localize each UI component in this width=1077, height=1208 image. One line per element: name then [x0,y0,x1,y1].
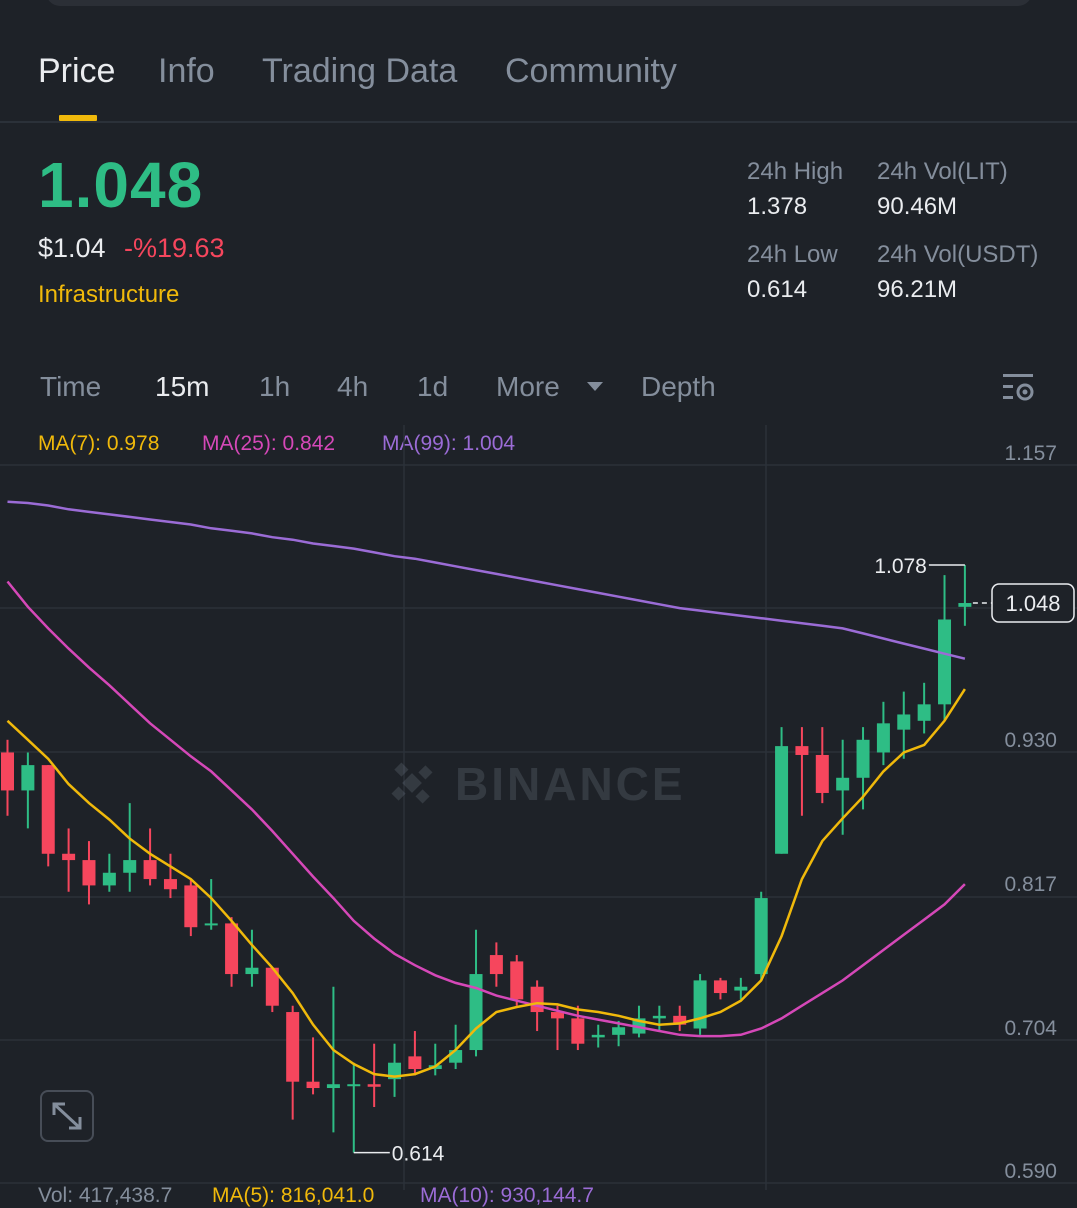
candle-body [367,1084,381,1087]
y-tick-label: 1.157 [1004,442,1057,465]
candle-body [571,1018,585,1044]
candle-body [163,879,177,890]
candle-body [673,1015,687,1025]
interval-1d[interactable]: 1d [417,371,449,402]
interval-time[interactable]: Time [40,371,102,402]
y-tick-label: 0.590 [1004,1160,1057,1183]
min-marker-label: 0.614 [392,1143,445,1166]
candle-body [62,853,76,861]
active-tab-indicator [59,115,97,121]
usd-price: $1.04 [38,233,106,263]
candle-body [347,1084,361,1087]
candle-body [82,860,96,886]
candle-body [143,860,157,880]
candle-body [754,898,768,975]
interval-4h[interactable]: 4h [337,371,369,402]
ma7-line [6,688,966,1078]
ma7-legend: MA(7): 0.978 [38,432,160,455]
candle-body [856,739,870,778]
candle-body [530,986,544,1013]
last-price-box [991,583,1075,623]
ma25-line [6,580,966,1038]
candle-body [408,1056,422,1070]
candlestick-chart[interactable]: BINANCE 0.614 1.078 1.048 [0,425,1077,1190]
top-handle-bar [46,0,1032,6]
candle-body [815,754,829,793]
candle-body [550,1012,564,1019]
tab-community[interactable]: Community [505,52,677,90]
ma25-legend: MA(25): 0.842 [202,432,336,455]
candle-body [489,955,503,975]
stat-low-label: 24h Low [747,241,838,268]
candle-body [775,746,789,854]
y-tick-label: 0.704 [1004,1017,1057,1040]
candle-body [693,980,707,1029]
candle-body [938,619,952,705]
candle-body [958,603,972,607]
candle-body [21,765,35,791]
stat-vol-base-value: 90.46M [877,193,958,220]
expand-button[interactable] [40,1090,94,1142]
watermark-text: BINANCE [455,758,686,810]
caret-down-icon[interactable] [587,382,603,391]
price-change-percent: -%19.63 [124,233,225,263]
interval-depth[interactable]: Depth [641,371,716,402]
candle-body [591,1034,605,1038]
volume-ma10: MA(10): 930,144.7 [420,1184,594,1207]
candle-body [510,961,524,1000]
ma99-line [7,500,966,660]
chart-grid [0,425,1077,1190]
candle-body [836,777,850,791]
candle-body [41,765,55,854]
tab-price[interactable]: Price [38,52,116,90]
stat-vol-quote-value: 96.21M [877,276,958,303]
stat-high-value: 1.378 [747,193,808,220]
tabs-divider [0,121,1077,123]
y-tick-label: 0.817 [1004,873,1057,896]
y-tick-label: 0.930 [1004,729,1057,752]
chart-settings-icon[interactable] [1000,372,1038,404]
candle-body [897,714,911,730]
last-price: 1.048 [38,149,204,221]
stat-high-label: 24h High [747,158,844,185]
candle-body [286,1012,300,1082]
candle-body [204,923,218,926]
candle-body [449,1050,463,1063]
candle-body [306,1081,320,1089]
candle-body [469,974,483,1051]
ma99-legend: MA(99): 1.004 [382,432,516,455]
candle-body [123,860,137,873]
interval-1h[interactable]: 1h [259,371,291,402]
candle-body [876,723,890,753]
stat-vol-quote-label: 24h Vol(USDT) [877,241,1039,268]
stat-vol-base-label: 24h Vol(LIT) [877,158,1008,185]
candle-body [612,1027,626,1035]
candle-body [795,746,809,755]
interval-15m[interactable]: 15m [155,371,210,402]
candle-body [184,885,198,928]
last-price-box-label: 1.048 [1005,591,1060,616]
candle-body [1,752,14,791]
candle-body [225,923,239,975]
category-tag[interactable]: Infrastructure [38,281,180,308]
volume-ma5: MA(5): 816,041.0 [212,1184,375,1207]
tab-trading-data[interactable]: Trading Data [262,52,458,90]
candle-body [734,986,748,991]
candle-body [917,704,931,721]
volume-label: Vol: 417,438.7 [38,1184,173,1207]
expand-arrows-icon [52,1102,82,1130]
candle-body [265,967,279,1006]
candle-body [652,1015,666,1019]
binance-watermark: BINANCE [391,758,686,810]
stat-low-value: 0.614 [747,276,808,303]
candle-body [326,1084,340,1089]
candle-body [102,872,116,886]
candle-body [245,967,259,975]
max-marker-label: 1.078 [874,555,927,578]
candle-body [713,980,727,994]
interval-more[interactable]: More [496,371,560,402]
tab-info[interactable]: Info [158,52,215,90]
